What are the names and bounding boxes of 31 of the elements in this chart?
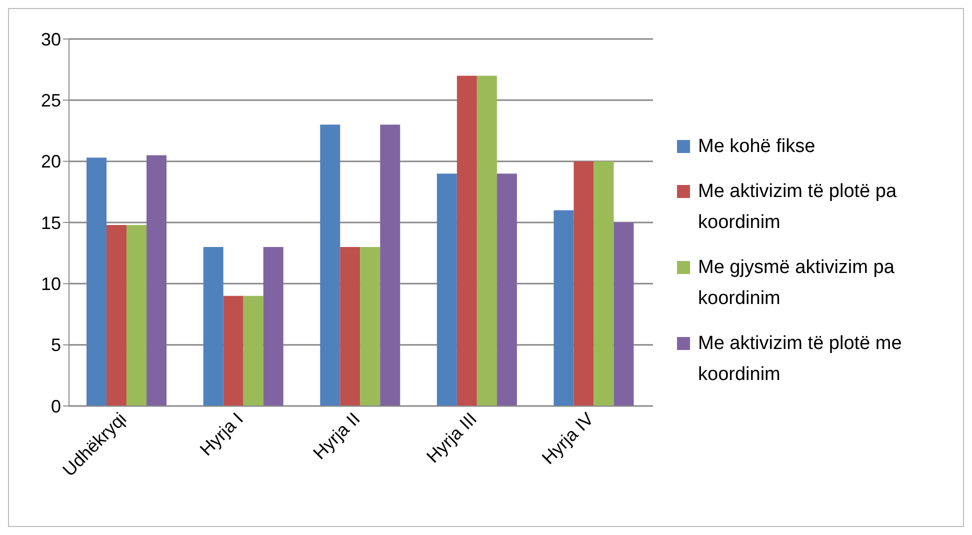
bar	[476, 76, 497, 406]
bar	[340, 246, 360, 406]
y-tick-label: 5	[50, 335, 61, 356]
y-tick-label: 10	[40, 274, 61, 294]
y-tick-label: 0	[50, 396, 61, 416]
y-tick-label: 30	[40, 29, 61, 50]
legend-label: Me gjysmë aktivizim pa koordinim	[698, 256, 896, 311]
legend-label: Me aktivizim të plotë pa koordinim	[698, 180, 898, 235]
bar	[436, 174, 457, 406]
bar	[554, 210, 574, 406]
bar	[594, 161, 614, 406]
bar	[126, 224, 147, 406]
bar	[106, 224, 127, 406]
bar	[320, 124, 340, 406]
bar	[380, 124, 400, 406]
bar	[360, 246, 380, 406]
bar	[203, 246, 224, 406]
bar	[574, 161, 594, 406]
legend-label: Me aktivizim të plotë me koordinim	[698, 332, 903, 387]
bar	[496, 174, 517, 406]
bar	[243, 296, 264, 406]
bar	[146, 155, 167, 406]
bar	[614, 222, 634, 406]
y-tick-label: 25	[40, 90, 61, 111]
bar	[223, 296, 244, 406]
y-tick-label: 15	[40, 212, 61, 233]
bar	[86, 158, 107, 406]
bar	[456, 76, 477, 406]
legend-label: Me kohë fikse	[698, 135, 816, 159]
bar	[263, 246, 284, 406]
y-tick-label: 20	[40, 152, 61, 172]
